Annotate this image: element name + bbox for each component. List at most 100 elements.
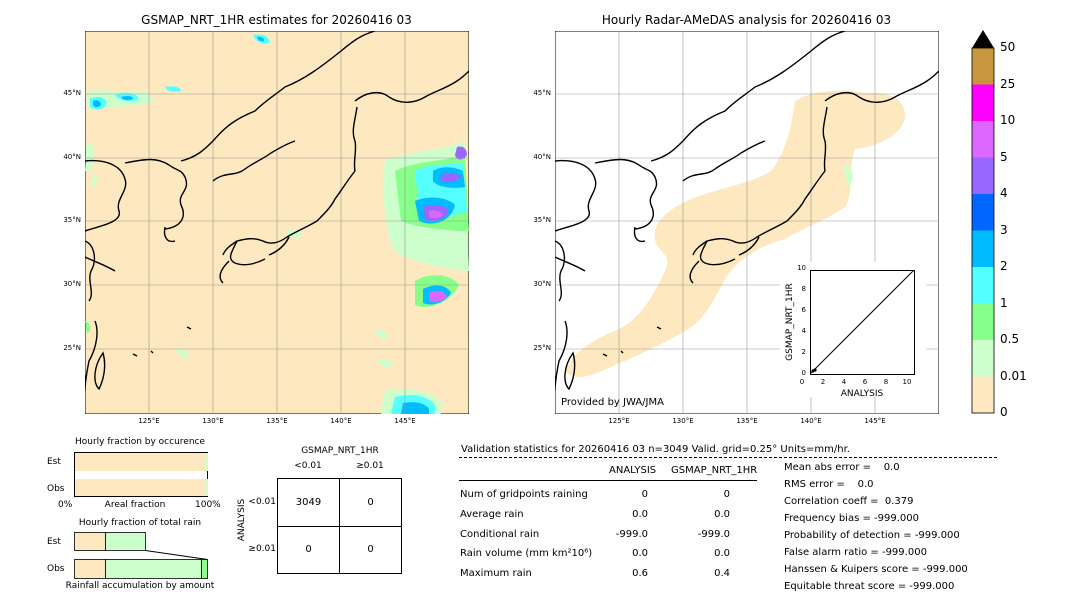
inset-ylabel: GSMAP_NRT_1HR (785, 283, 795, 361)
colorbar-tick-label: 2 (1000, 259, 1008, 273)
total-rain-obs-bar (201, 559, 208, 579)
inset-ytick: 10 (797, 264, 806, 272)
validation-row-label: Conditional rain (460, 529, 540, 540)
total-rain-est-bar (74, 532, 106, 551)
occurrence-axis-label: Areal fraction (104, 500, 166, 510)
colorbar-tick-label: 4 (1000, 186, 1008, 200)
map2-lon-label: 130°E (672, 417, 694, 425)
map1-lat-label: 30°N (63, 280, 81, 288)
occurrence-title: Hourly fraction by occurence (74, 437, 206, 447)
inset-xlabel: ANALYSIS (840, 389, 884, 399)
validation-header-rule (459, 457, 997, 458)
map1-title: GSMAP_NRT_1HR estimates for 20260416 03 (141, 13, 412, 27)
total-rain-obs-bar (105, 559, 202, 579)
validation-value-analysis: 0.0 (632, 509, 648, 520)
validation-value-analysis: 0 (641, 489, 648, 500)
contingency-row-header: ≥0.01 (248, 544, 276, 554)
occurrence-axis-right: 100% (195, 500, 221, 510)
colorbar-segment (972, 267, 994, 304)
colorbar-tick-label: 0.01 (1000, 368, 1027, 383)
occurrence-axes (74, 452, 208, 497)
map2-coverage-area (565, 90, 905, 378)
validation-score: Equitable threat score = -999.000 (784, 581, 955, 592)
inset-xtick: 0 (799, 378, 805, 386)
inset-diagonal-line (810, 270, 915, 375)
occurrence-bar-obs-rain (205, 479, 208, 496)
occurrence-bar-obs (75, 479, 207, 496)
inset-xtick: 2 (820, 378, 826, 386)
total-rain-axes (74, 532, 208, 579)
total-rain-est-bar (105, 532, 146, 551)
occurrence-axis-left: 0% (58, 500, 73, 510)
total-rain-row-label: Est (47, 537, 61, 547)
validation-row-label: Num of gridpoints raining (460, 489, 588, 500)
contingency-cell: 0 (305, 544, 312, 555)
validation-score: False alarm ratio = -999.000 (784, 547, 927, 558)
total-rain-connector (145, 550, 208, 560)
validation-value-gsmap: 0 (723, 489, 730, 500)
colorbar-segment (972, 340, 994, 377)
colorbar-tick-label: 25 (1000, 76, 1016, 91)
occurrence-row-label: Obs (47, 484, 65, 494)
map2-credit: Provided by JWA/JMA (561, 397, 664, 408)
total-rain-caption: Rainfall accumulation by amount (65, 581, 215, 591)
validation-value-analysis: 0.0 (632, 548, 648, 559)
map1-lat-label: 25°N (63, 344, 81, 352)
colorbar-tick-label: 1 (1000, 295, 1008, 310)
map1-lon-label: 135°E (266, 417, 288, 425)
inset-scatter-plot (810, 270, 915, 375)
validation-row-label: Rain volume (mm km²10⁶) (460, 548, 593, 559)
occurrence-bar-est (75, 453, 207, 471)
map2-lon-label: 140°E (800, 417, 822, 425)
map2-lat-label: 45°N (533, 89, 551, 97)
inset-xtick: 10 (902, 378, 912, 386)
colorbar-tick-label: 0.5 (1000, 332, 1020, 346)
validation-col-analysis: ANALYSIS (609, 465, 657, 476)
colorbar-segment (972, 48, 994, 85)
inset-xtick: 8 (883, 378, 889, 386)
colorbar-segment (972, 303, 994, 341)
map1-lon-label: 125°E (138, 417, 160, 425)
validation-header: Validation statistics for 20260416 03 n=… (461, 444, 850, 455)
validation-row-label: Average rain (460, 509, 524, 520)
map1-lat-label: 45°N (63, 89, 81, 97)
map2-title: Hourly Radar-AMeDAS analysis for 2026041… (601, 13, 892, 27)
inset-ytick: 2 (801, 348, 806, 356)
validation-col-rule (459, 480, 757, 481)
map2-lon-label: 145°E (864, 417, 886, 425)
map1-lon-label: 145°E (394, 417, 416, 425)
map1-graticule (85, 31, 469, 414)
map2-lon-label: 135°E (736, 417, 758, 425)
validation-score: RMS error = 0.0 (784, 479, 874, 490)
validation-score: Frequency bias = -999.000 (784, 513, 919, 524)
colorbar-segment (972, 157, 994, 195)
contingency-cell: 0 (367, 497, 374, 508)
contingency-cell: 0 (367, 544, 374, 555)
inset-ytick: 0 (801, 369, 806, 377)
inset-xtick: 4 (841, 378, 847, 386)
contingency-title: GSMAP_NRT_1HR (301, 446, 379, 456)
inset-xtick: 6 (862, 378, 868, 386)
validation-row-label: Maximum rain (460, 568, 532, 579)
map2-coastline (555, 31, 939, 392)
map1-lat-label: 35°N (63, 216, 81, 224)
map2-plot (555, 31, 939, 414)
colorbar-segment (972, 376, 994, 414)
inset-ytick: 4 (801, 327, 806, 335)
validation-value-gsmap: -999.0 (697, 529, 730, 540)
colorbar-tick-label: 3 (1000, 222, 1008, 237)
map2-rain-blob (843, 166, 853, 187)
contingency-table: 3049 0 0 0 (277, 478, 402, 574)
inset-point (813, 368, 817, 372)
colorbar-segment (972, 230, 994, 268)
map2-lat-label: 35°N (533, 216, 551, 224)
map2-lon-label: 125°E (608, 417, 630, 425)
validation-col-gsmap: GSMAP_NRT_1HR (671, 465, 758, 476)
colorbar-segment (972, 84, 994, 122)
colorbar-segment (972, 194, 994, 231)
occurrence-bar-est-rain (205, 453, 208, 471)
colorbar-segment (972, 121, 994, 158)
map2-lat-label: 30°N (533, 280, 551, 288)
total-rain-obs-bar (74, 559, 106, 579)
validation-score: Probability of detection = -999.000 (784, 530, 960, 541)
